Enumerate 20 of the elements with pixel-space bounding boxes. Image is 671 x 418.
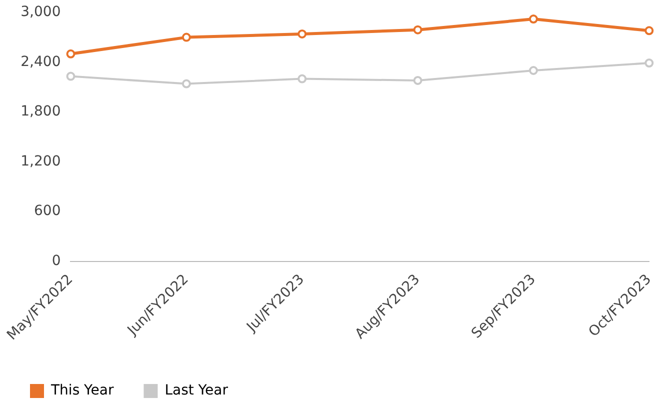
point [644, 26, 654, 36]
y-tick-label: 1,200 [20, 153, 61, 170]
point [66, 72, 76, 81]
y-tick-label: 3,000 [20, 4, 61, 20]
point [644, 58, 654, 68]
point [413, 25, 422, 34]
y-tick-label: 1,800 [20, 104, 61, 120]
point [298, 74, 307, 84]
point [413, 76, 422, 85]
point [528, 14, 538, 24]
point [182, 79, 191, 88]
legend-label: Last Year [164, 382, 228, 399]
point [182, 32, 191, 42]
legend-label: This Year [50, 382, 114, 399]
y-tick-label: 0 [52, 253, 61, 270]
y-tick-label: 600 [34, 203, 61, 220]
point [298, 29, 307, 38]
point [528, 66, 538, 75]
point [66, 49, 76, 58]
y-tick-label: 2,400 [20, 54, 61, 70]
